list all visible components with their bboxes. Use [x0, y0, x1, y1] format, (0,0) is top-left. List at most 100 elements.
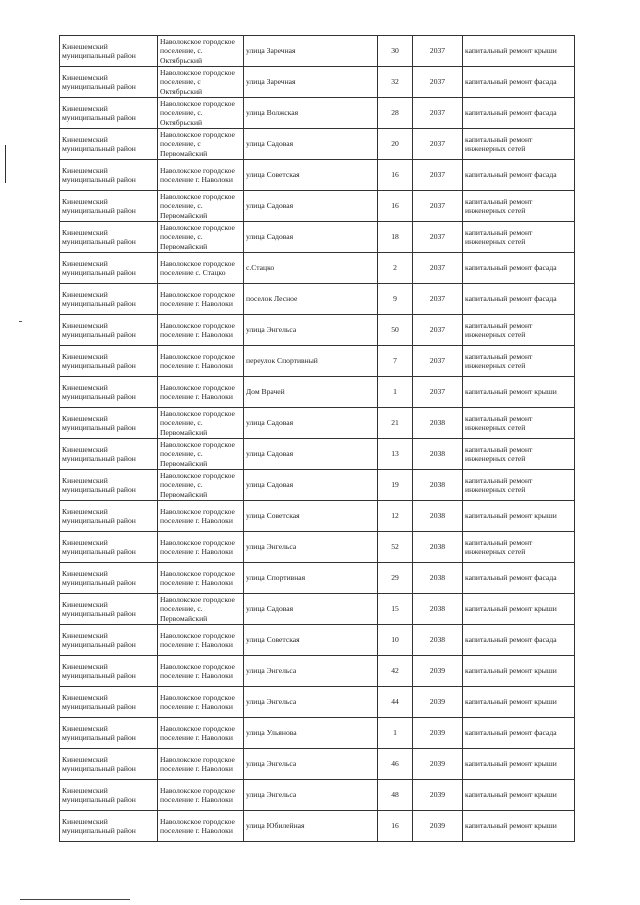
work-type-cell: капитальный ремонт инженерных сетей	[462, 221, 575, 253]
work-type-cell: капитальный ремонт крыши	[462, 810, 575, 842]
year-cell: 2038	[412, 438, 463, 470]
street-cell: Дом Врачей	[243, 376, 378, 408]
street-cell: улица Заречная	[243, 66, 378, 98]
signature-line	[20, 899, 130, 900]
district-cell: Кинешемский муниципальный район	[59, 221, 158, 253]
year-cell: 2039	[412, 686, 463, 718]
year-cell: 2038	[412, 469, 463, 501]
settlement-cell: Наволокское городское поселение г. Навол…	[157, 531, 244, 563]
settlement-cell: Наволокское городское поселение г. Навол…	[157, 500, 244, 532]
house-number-cell: 1	[377, 717, 413, 749]
work-type-cell: капитальный ремонт инженерных сетей	[462, 190, 575, 222]
table-row: Кинешемский муниципальный район Наволокск…	[59, 810, 575, 842]
table-row: Кинешемский муниципальный район Наволокск…	[59, 221, 575, 253]
table-row: Кинешемский муниципальный район Наволокск…	[59, 35, 575, 67]
settlement-cell: Наволокское городское поселение, с. Перв…	[157, 407, 244, 439]
house-number-cell: 46	[377, 748, 413, 780]
table-row: Кинешемский муниципальный район Наволокск…	[59, 128, 575, 160]
street-cell: с.Стацко	[243, 252, 378, 284]
table-row: Кинешемский муниципальный район Наволокск…	[59, 376, 575, 408]
table-row: Кинешемский муниципальный район Наволокск…	[59, 717, 575, 749]
house-number-cell: 15	[377, 593, 413, 625]
street-cell: улица Садовая	[243, 469, 378, 501]
settlement-cell: Наволокское городское поселение г. Навол…	[157, 159, 244, 191]
work-type-cell: капитальный ремонт инженерных сетей	[462, 314, 575, 346]
house-number-cell: 19	[377, 469, 413, 501]
settlement-cell: Наволокское городское поселение, с. Перв…	[157, 593, 244, 625]
work-type-cell: капитальный ремонт инженерных сетей	[462, 531, 575, 563]
year-cell: 2039	[412, 717, 463, 749]
work-type-cell: капитальный ремонт крыши	[462, 779, 575, 811]
table-row: Кинешемский муниципальный район Наволокск…	[59, 407, 575, 439]
district-cell: Кинешемский муниципальный район	[59, 500, 158, 532]
work-type-cell: капитальный ремонт инженерных сетей	[462, 128, 575, 160]
work-type-cell: капитальный ремонт крыши	[462, 593, 575, 625]
house-number-cell: 16	[377, 810, 413, 842]
year-cell: 2038	[412, 593, 463, 625]
house-number-cell: 52	[377, 531, 413, 563]
street-cell: улица Садовая	[243, 438, 378, 470]
work-type-cell: капитальный ремонт инженерных сетей	[462, 345, 575, 377]
year-cell: 2037	[412, 314, 463, 346]
street-cell: улица Энгельса	[243, 531, 378, 563]
house-number-cell: 12	[377, 500, 413, 532]
street-cell: улица Садовая	[243, 128, 378, 160]
year-cell: 2037	[412, 252, 463, 284]
house-number-cell: 7	[377, 345, 413, 377]
street-cell: улица Садовая	[243, 593, 378, 625]
house-number-cell: 2	[377, 252, 413, 284]
table-row: Кинешемский муниципальный район Наволокск…	[59, 97, 575, 129]
work-type-cell: капитальный ремонт фасада	[462, 283, 575, 315]
house-number-cell: 16	[377, 190, 413, 222]
work-type-cell: капитальный ремонт фасада	[462, 97, 575, 129]
street-cell: переулок Спортивный	[243, 345, 378, 377]
work-type-cell: капитальный ремонт фасада	[462, 66, 575, 98]
street-cell: улица Заречная	[243, 35, 378, 67]
district-cell: Кинешемский муниципальный район	[59, 252, 158, 284]
work-type-cell: капитальный ремонт крыши	[462, 500, 575, 532]
year-cell: 2038	[412, 500, 463, 532]
district-cell: Кинешемский муниципальный район	[59, 438, 158, 470]
street-cell: улица Садовая	[243, 190, 378, 222]
settlement-cell: Наволокское городское поселение г. Навол…	[157, 345, 244, 377]
year-cell: 2037	[412, 345, 463, 377]
district-cell: Кинешемский муниципальный район	[59, 810, 158, 842]
house-number-cell: 21	[377, 407, 413, 439]
table-row: Кинешемский муниципальный район Наволокск…	[59, 252, 575, 284]
settlement-cell: Наволокское городское поселение, с. Перв…	[157, 438, 244, 470]
settlement-cell: Наволокское городское поселение, с. Октя…	[157, 35, 244, 67]
table-row: Кинешемский муниципальный район Наволокск…	[59, 779, 575, 811]
house-number-cell: 44	[377, 686, 413, 718]
table-row: Кинешемский муниципальный район Наволокск…	[59, 593, 575, 625]
settlement-cell: Наволокское городское поселение г. Навол…	[157, 376, 244, 408]
settlement-cell: Наволокское городское поселение г. Навол…	[157, 562, 244, 594]
settlement-cell: Наволокское городское поселение г. Навол…	[157, 624, 244, 656]
year-cell: 2039	[412, 779, 463, 811]
year-cell: 2039	[412, 655, 463, 687]
settlement-cell: Наволокское городское поселение, с. Перв…	[157, 469, 244, 501]
table-row: Кинешемский муниципальный район Наволокск…	[59, 314, 575, 346]
year-cell: 2037	[412, 97, 463, 129]
work-type-cell: капитальный ремонт крыши	[462, 655, 575, 687]
table-body: Кинешемский муниципальный район Наволокск…	[59, 35, 575, 842]
year-cell: 2037	[412, 376, 463, 408]
district-cell: Кинешемский муниципальный район	[59, 35, 158, 67]
table-row: Кинешемский муниципальный район Наволокск…	[59, 531, 575, 563]
district-cell: Кинешемский муниципальный район	[59, 128, 158, 160]
district-cell: Кинешемский муниципальный район	[59, 190, 158, 222]
settlement-cell: Наволокское городское поселение г. Навол…	[157, 314, 244, 346]
district-cell: Кинешемский муниципальный район	[59, 469, 158, 501]
work-type-cell: капитальный ремонт фасада	[462, 717, 575, 749]
table-row: Кинешемский муниципальный район Наволокск…	[59, 159, 575, 191]
street-cell: улица Энгельса	[243, 314, 378, 346]
district-cell: Кинешемский муниципальный район	[59, 376, 158, 408]
district-cell: Кинешемский муниципальный район	[59, 531, 158, 563]
street-cell: улица Энгельса	[243, 655, 378, 687]
district-cell: Кинешемский муниципальный район	[59, 562, 158, 594]
settlement-cell: Наволокское городское поселение г. Навол…	[157, 717, 244, 749]
year-cell: 2039	[412, 810, 463, 842]
house-number-cell: 28	[377, 97, 413, 129]
settlement-cell: Наволокское городское поселение, с Перво…	[157, 128, 244, 160]
district-cell: Кинешемский муниципальный район	[59, 159, 158, 191]
street-cell: поселок Лесное	[243, 283, 378, 315]
